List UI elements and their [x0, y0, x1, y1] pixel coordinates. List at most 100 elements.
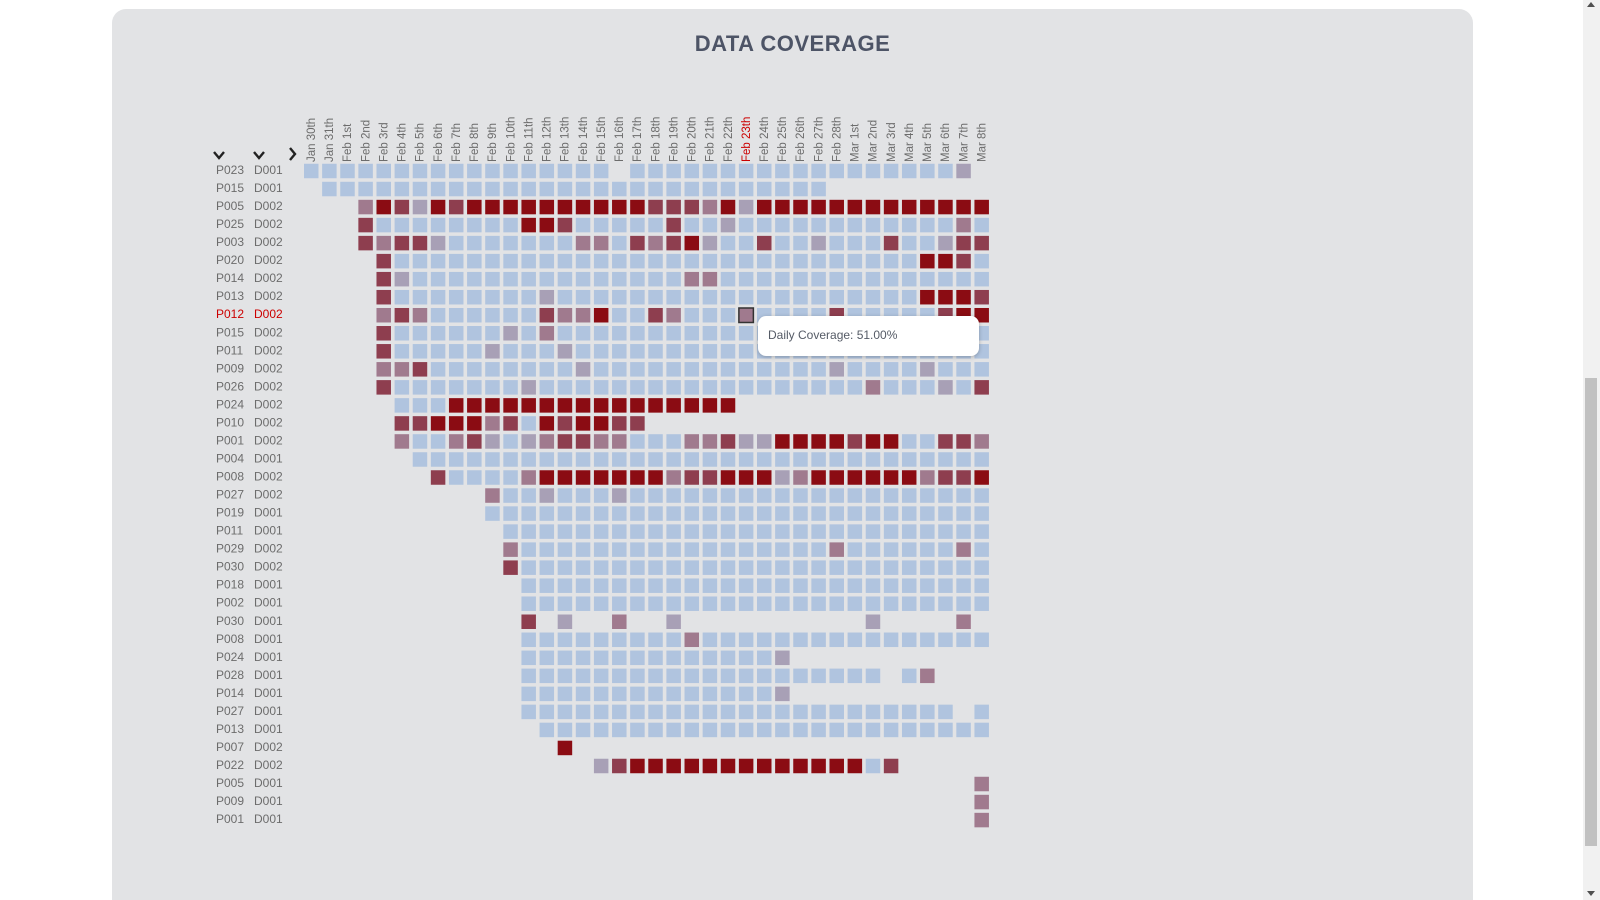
coverage-cell[interactable]: [593, 470, 609, 485]
coverage-cell[interactable]: [593, 506, 609, 521]
coverage-cell[interactable]: [757, 470, 772, 485]
coverage-cell[interactable]: [394, 380, 410, 395]
coverage-cell[interactable]: [883, 199, 899, 215]
coverage-cell[interactable]: [376, 289, 391, 305]
coverage-cell[interactable]: [539, 380, 555, 395]
coverage-cell[interactable]: [757, 722, 772, 738]
coverage-cell[interactable]: [738, 199, 754, 215]
coverage-cell[interactable]: [630, 217, 645, 233]
coverage-cell[interactable]: [322, 181, 337, 197]
coverage-cell[interactable]: [630, 524, 645, 539]
coverage-cell[interactable]: [847, 452, 863, 467]
coverage-cell[interactable]: [702, 686, 718, 702]
coverage-cell[interactable]: [630, 596, 645, 611]
coverage-cell[interactable]: [920, 452, 935, 467]
coverage-cell[interactable]: [811, 452, 826, 467]
coverage-cell[interactable]: [448, 362, 464, 377]
coverage-cell[interactable]: [757, 199, 772, 215]
coverage-cell[interactable]: [358, 235, 373, 251]
coverage-cell[interactable]: [793, 362, 808, 377]
coverage-cell[interactable]: [485, 289, 500, 305]
coverage-cell[interactable]: [448, 253, 464, 269]
coverage-cell[interactable]: [575, 506, 591, 521]
coverage-cell[interactable]: [956, 217, 971, 233]
coverage-cell[interactable]: [539, 722, 555, 738]
coverage-cell[interactable]: [684, 596, 700, 611]
coverage-cell[interactable]: [757, 668, 772, 684]
coverage-cell[interactable]: [467, 416, 482, 431]
coverage-cell[interactable]: [684, 506, 700, 521]
coverage-cell[interactable]: [539, 434, 555, 449]
coverage-cell[interactable]: [593, 199, 609, 215]
coverage-cell[interactable]: [503, 344, 518, 359]
coverage-cell[interactable]: [521, 524, 536, 539]
coverage-cell[interactable]: [593, 307, 609, 323]
coverage-cell[interactable]: [539, 289, 555, 305]
coverage-cell[interactable]: [865, 722, 881, 738]
coverage-cell[interactable]: [666, 199, 681, 215]
coverage-cell[interactable]: [666, 614, 681, 630]
coverage-cell[interactable]: [648, 289, 663, 305]
coverage-cell[interactable]: [684, 307, 700, 323]
coverage-cell[interactable]: [593, 217, 609, 233]
coverage-cell[interactable]: [593, 668, 609, 684]
coverage-cell[interactable]: [430, 416, 446, 431]
coverage-cell[interactable]: [684, 253, 700, 269]
coverage-cell[interactable]: [539, 326, 555, 341]
coverage-cell[interactable]: [593, 416, 609, 431]
coverage-cell[interactable]: [974, 794, 989, 810]
coverage-cell[interactable]: [648, 722, 663, 738]
coverage-cell[interactable]: [811, 632, 826, 648]
coverage-cell[interactable]: [612, 326, 627, 341]
coverage-cell[interactable]: [648, 398, 663, 413]
coverage-cell[interactable]: [376, 253, 391, 269]
coverage-cell[interactable]: [829, 632, 844, 648]
coverage-cell[interactable]: [412, 163, 428, 179]
coverage-cell[interactable]: [793, 722, 808, 738]
coverage-cell[interactable]: [938, 488, 953, 503]
coverage-cell[interactable]: [738, 506, 754, 521]
coverage-cell[interactable]: [938, 199, 953, 215]
coverage-cell[interactable]: [883, 722, 899, 738]
coverage-cell[interactable]: [757, 578, 772, 593]
coverage-cell[interactable]: [467, 307, 482, 323]
coverage-cell[interactable]: [974, 812, 989, 828]
coverage-cell[interactable]: [847, 199, 863, 215]
coverage-cell[interactable]: [738, 452, 754, 467]
coverage-cell[interactable]: [702, 380, 718, 395]
coverage-cell[interactable]: [775, 632, 790, 648]
coverage-cell[interactable]: [448, 344, 464, 359]
coverage-cell[interactable]: [757, 163, 772, 179]
coverage-cell[interactable]: [684, 632, 700, 648]
coverage-cell[interactable]: [829, 163, 844, 179]
coverage-cell[interactable]: [467, 434, 482, 449]
coverage-cell[interactable]: [901, 542, 917, 557]
coverage-cell[interactable]: [920, 506, 935, 521]
coverage-cell[interactable]: [539, 235, 555, 251]
coverage-cell[interactable]: [539, 704, 555, 720]
coverage-cell[interactable]: [575, 452, 591, 467]
coverage-cell[interactable]: [738, 470, 754, 485]
coverage-cell[interactable]: [793, 632, 808, 648]
coverage-cell[interactable]: [593, 632, 609, 648]
coverage-cell[interactable]: [811, 289, 826, 305]
coverage-cell[interactable]: [775, 758, 790, 774]
coverage-cell[interactable]: [575, 488, 591, 503]
coverage-cell[interactable]: [974, 506, 989, 521]
coverage-cell[interactable]: [394, 398, 410, 413]
coverage-cell[interactable]: [467, 163, 482, 179]
coverage-cell[interactable]: [974, 470, 989, 485]
coverage-cell[interactable]: [394, 326, 410, 341]
coverage-cell[interactable]: [521, 362, 536, 377]
coverage-cell[interactable]: [666, 163, 681, 179]
coverage-cell[interactable]: [630, 578, 645, 593]
coverage-cell[interactable]: [539, 344, 555, 359]
coverage-cell[interactable]: [956, 253, 971, 269]
coverage-cell[interactable]: [775, 235, 790, 251]
coverage-cell[interactable]: [901, 217, 917, 233]
coverage-cell[interactable]: [811, 380, 826, 395]
coverage-cell[interactable]: [467, 181, 482, 197]
coverage-cell[interactable]: [593, 758, 609, 774]
coverage-cell[interactable]: [793, 578, 808, 593]
